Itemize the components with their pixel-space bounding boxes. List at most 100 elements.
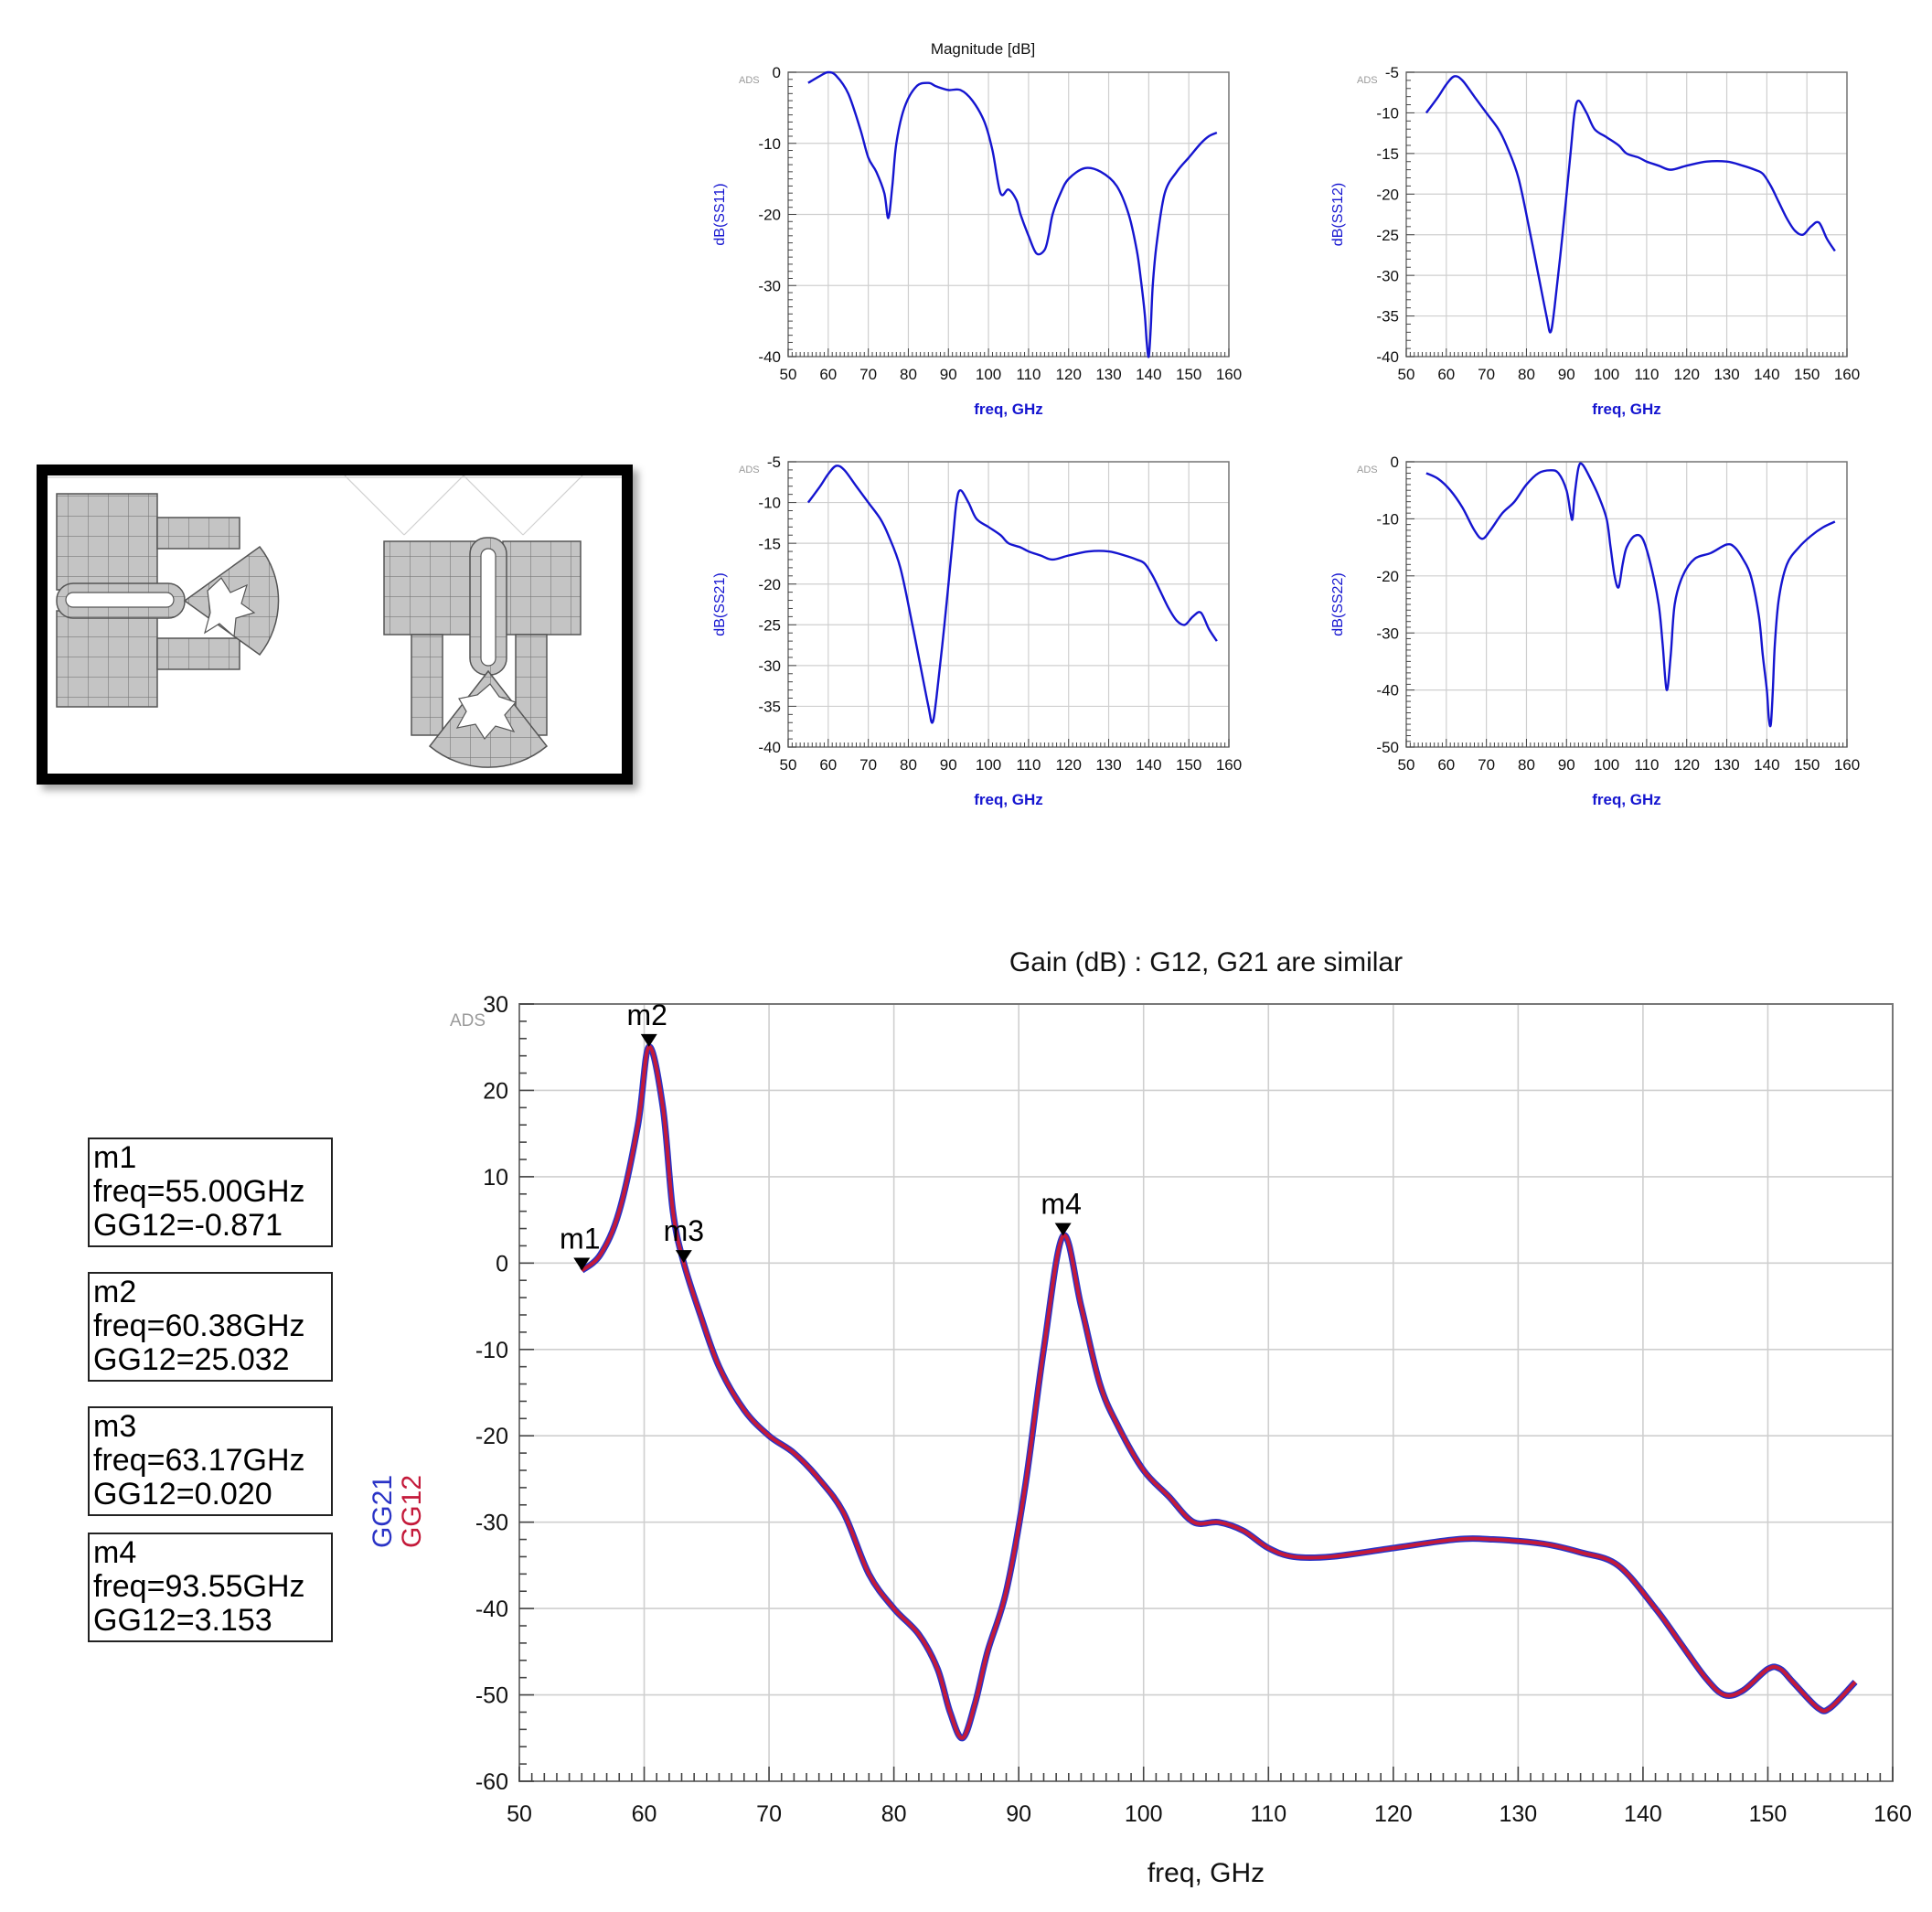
y-tick-label: -25	[1376, 227, 1399, 244]
marker-box-value: GG12=25.032	[93, 1342, 290, 1377]
x-tick-label: 90	[940, 366, 957, 383]
layout-drawing	[48, 475, 622, 768]
series-line-s21	[806, 465, 1218, 724]
layout-image-panel	[37, 465, 633, 785]
left-antenna-structure	[56, 493, 280, 708]
marker-triangle-m3	[675, 1250, 692, 1264]
y-tick-label: -20	[758, 207, 781, 224]
y-tick-label: -20	[758, 576, 781, 593]
y-tick-label: -35	[1376, 308, 1399, 326]
chart-gain: 50 60 70 80 90 100 110 120 130 140 150 1603020100-1…	[368, 947, 1912, 1888]
marker-box-value: GG12=-0.871	[93, 1208, 283, 1243]
y-tick-label: 0	[773, 64, 781, 81]
x-tick-label: 120	[1056, 756, 1082, 774]
chart-title: Gain (dB) : G12, G21 are similar	[1009, 947, 1403, 977]
ads-watermark: ADS	[739, 465, 760, 475]
x-tick-label: 140	[1754, 756, 1779, 774]
x-tick-label: 90	[1558, 366, 1575, 383]
x-tick-label: 70	[859, 756, 877, 774]
marker-label-m4: m4	[1041, 1188, 1081, 1221]
x-tick-label: 120	[1056, 366, 1082, 383]
x-tick-label: 50	[507, 1801, 532, 1827]
x-tick-label: 80	[1518, 756, 1535, 774]
x-tick-label: 140	[1754, 366, 1779, 383]
y-tick-label: -35	[758, 699, 781, 716]
marker-box-name: m3	[93, 1409, 137, 1444]
marker-label-m2: m2	[627, 999, 667, 1031]
x-tick-label: 100	[1594, 756, 1619, 774]
x-tick-label: 130	[1713, 366, 1739, 383]
marker-box-freq: freq=55.00GHz	[93, 1174, 305, 1209]
x-tick-label: 110	[1634, 366, 1659, 383]
series-line-s22	[1425, 462, 1836, 728]
x-tick-label: 60	[819, 366, 837, 383]
x-tick-label: 60	[632, 1801, 657, 1827]
x-tick-label: 130	[1713, 756, 1739, 774]
x-tick-label: 80	[1518, 366, 1535, 383]
y-tick-label: -25	[758, 616, 781, 634]
y-axis-label: dB(SS11)	[712, 183, 728, 245]
y-tick-label: -10	[1376, 511, 1399, 529]
x-tick-label: 150	[1794, 756, 1820, 774]
x-tick-label: 70	[1478, 756, 1495, 774]
series-line-GG12	[580, 1044, 1857, 1740]
y-axis-label: dB(SS12)	[1330, 183, 1346, 246]
x-tick-label: 90	[940, 756, 957, 774]
y-tick-label: -60	[475, 1769, 508, 1795]
y-tick-label: -30	[758, 277, 781, 294]
y-axis-label: dB(SS21)	[712, 572, 728, 636]
x-tick-label: 100	[976, 756, 1001, 774]
marker-box-freq: freq=63.17GHz	[93, 1443, 305, 1478]
x-tick-label: 100	[1594, 366, 1619, 383]
x-tick-label: 80	[881, 1801, 907, 1827]
x-axis-label: freq, GHz	[974, 791, 1043, 808]
marker-triangle-m4	[1054, 1223, 1072, 1236]
marker-box-m2: m2 freq=60.38GHz GG12=25.032	[88, 1272, 333, 1382]
y-tick-label: -10	[475, 1338, 508, 1363]
x-tick-label: 150	[1794, 366, 1820, 383]
y-tick-label: 30	[483, 992, 508, 1018]
ads-watermark: ADS	[450, 1011, 486, 1031]
y-tick-label: -20	[1376, 568, 1399, 585]
x-tick-label: 120	[1674, 366, 1700, 383]
y-tick-label: -15	[1376, 145, 1399, 163]
marker-box-name: m1	[93, 1140, 137, 1175]
x-tick-label: 130	[1500, 1801, 1538, 1827]
x-tick-label: 70	[756, 1801, 782, 1827]
x-tick-label: 110	[1634, 756, 1659, 774]
y-tick-label: -50	[1376, 739, 1399, 756]
y-tick-label: -10	[758, 135, 781, 153]
y-tick-label: 0	[1391, 454, 1399, 471]
marker-box-m4: m4 freq=93.55GHz GG12=3.153	[88, 1533, 333, 1642]
x-tick-label: 140	[1136, 756, 1161, 774]
x-tick-label: 60	[1437, 756, 1455, 774]
marker-label-m1: m1	[560, 1223, 600, 1255]
x-tick-label: 130	[1095, 756, 1121, 774]
y-tick-label: -20	[1376, 186, 1399, 203]
x-tick-label: 50	[1398, 366, 1415, 383]
marker-triangle-m2	[640, 1033, 657, 1047]
x-axis-label: freq, GHz	[1147, 1858, 1265, 1888]
y-axis-label-gg12: GG12	[397, 1475, 427, 1548]
y-tick-label: -20	[475, 1424, 508, 1449]
x-tick-label: 60	[819, 756, 837, 774]
y-tick-label: -40	[758, 739, 781, 756]
x-tick-label: 130	[1095, 366, 1121, 383]
x-tick-label: 140	[1136, 366, 1161, 383]
plot-frame	[787, 461, 1230, 748]
marker-box-name: m2	[93, 1275, 137, 1309]
x-tick-label: 160	[1834, 756, 1860, 774]
x-tick-label: 160	[1216, 756, 1242, 774]
x-tick-label: 60	[1437, 366, 1455, 383]
x-tick-label: 110	[1016, 366, 1041, 383]
marker-box-m1: m1 freq=55.00GHz GG12=-0.871	[88, 1138, 333, 1247]
x-tick-label: 120	[1374, 1801, 1413, 1827]
ads-watermark: ADS	[739, 75, 760, 86]
x-tick-label: 110	[1016, 756, 1041, 774]
marker-label-m3: m3	[664, 1214, 704, 1247]
ads-watermark: ADS	[1357, 75, 1378, 86]
y-tick-label: -40	[758, 348, 781, 366]
y-axis-label: dB(SS22)	[1330, 572, 1346, 636]
x-tick-label: 90	[1558, 756, 1575, 774]
